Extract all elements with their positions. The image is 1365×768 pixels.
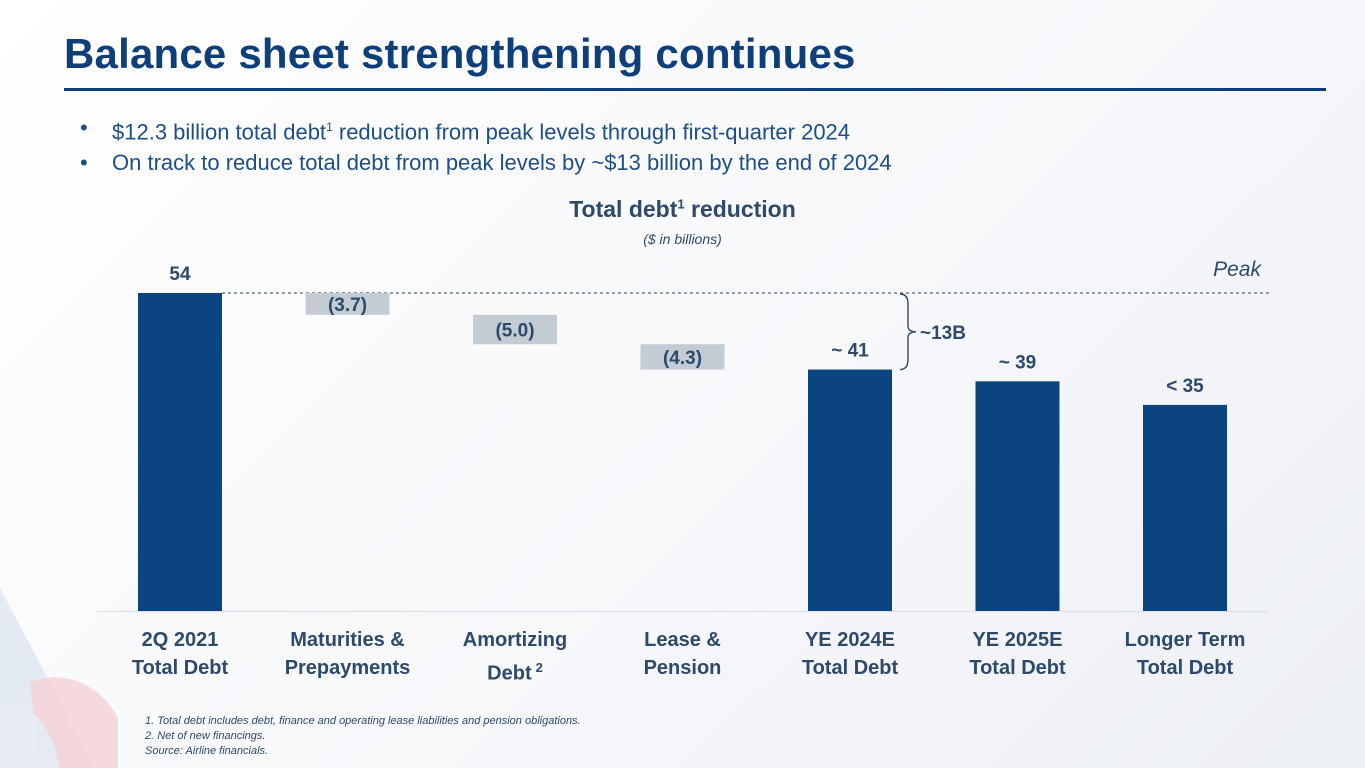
- chart-title-suffix: reduction: [684, 196, 796, 222]
- bullet-text: On track to reduce total debt from peak …: [112, 150, 892, 176]
- category-label-line1: Longer Term: [1124, 629, 1246, 651]
- bar-total-6: [1143, 404, 1227, 611]
- bar-decrease-1: [305, 293, 390, 315]
- bullet-glyph: •: [80, 150, 88, 176]
- category-footnote-ref: 2: [535, 660, 543, 675]
- footnotes: 1. Total debt includes debt, finance and…: [145, 714, 581, 759]
- bullet-list: • $12.3 billion total debt1 reduction fr…: [80, 112, 892, 178]
- bar-value-label-0: 54: [169, 264, 191, 285]
- slide-title: Balance sheet strengthening continues: [64, 30, 856, 77]
- bar-total-0: [138, 293, 222, 611]
- category-label-0: 2Q 2021 Total Debt: [96, 626, 264, 682]
- reduction-bracket: [899, 293, 917, 371]
- chart-title-footnote-ref: 1: [677, 196, 685, 212]
- bullet-text-cont: reduction from peak levels through first…: [332, 119, 851, 145]
- category-label-4: YE 2024E Total Debt: [766, 626, 934, 682]
- bullet-text: $12.3 billion total debt: [112, 119, 327, 145]
- footnote: 2. Net of new financings.: [145, 730, 266, 742]
- category-label-line1: YE 2024E: [804, 629, 896, 651]
- category-label-line2: Total Debt: [131, 657, 229, 679]
- category-label-line2: Prepayments: [284, 657, 411, 679]
- peak-label: Peak: [1213, 258, 1261, 281]
- title-divider: [64, 88, 1326, 91]
- category-label-line2: Total Debt: [969, 657, 1066, 679]
- category-label-line1: Amortizing: [462, 629, 568, 651]
- bar-value-label-6: < 35: [1166, 376, 1204, 397]
- bar-value-label-3: (4.3): [663, 348, 702, 369]
- bullet-item: • On track to reduce total debt from pea…: [80, 147, 892, 178]
- category-label-1: Maturities & Prepayments: [264, 626, 432, 682]
- category-label-line1: Lease &: [644, 629, 721, 651]
- category-label-line1: 2Q 2021: [141, 629, 219, 651]
- chart-subtitle: ($ in billions): [643, 231, 722, 247]
- bullet-item: • $12.3 billion total debt1 reduction fr…: [80, 112, 892, 147]
- category-label-line2: Total Debt: [801, 657, 899, 679]
- brand-decoration: [0, 588, 118, 768]
- chart-title: Total debt1 reduction: [0, 196, 1365, 223]
- bar-value-label-1: (3.7): [328, 295, 367, 316]
- chart-title-text: Total debt: [569, 196, 678, 222]
- bar-decrease-2: [473, 314, 557, 345]
- category-label-line1: YE 2025E: [972, 629, 1063, 651]
- category-label-6: Longer Term Total Debt: [1101, 626, 1269, 682]
- bar-value-label-4: ~ 41: [831, 341, 869, 362]
- bar-total-4: [808, 369, 892, 611]
- category-label-line1: Maturities &: [290, 629, 405, 651]
- category-label-line2: Total Debt: [1136, 657, 1234, 679]
- bar-value-label-5: ~ 39: [999, 352, 1037, 373]
- bar-value-label-2: (5.0): [495, 321, 534, 342]
- source-note: Source: Airline financials.: [145, 745, 269, 757]
- footnote: 1. Total debt includes debt, finance and…: [145, 715, 581, 727]
- category-label-5: YE 2025E Total Debt: [934, 626, 1102, 682]
- bullet-glyph: •: [80, 115, 88, 140]
- category-label-3: Lease & Pension: [599, 626, 767, 682]
- bracket-label: ~13B: [920, 323, 966, 344]
- category-label-line2: Pension: [643, 657, 722, 679]
- category-label-line2: Debt 2: [487, 660, 543, 685]
- bar-total-5: [975, 381, 1060, 611]
- category-label-2: Amortizing Debt 2: [431, 626, 599, 688]
- bar-decrease-3: [640, 344, 725, 370]
- bullet-footnote-ref: 1: [326, 120, 333, 134]
